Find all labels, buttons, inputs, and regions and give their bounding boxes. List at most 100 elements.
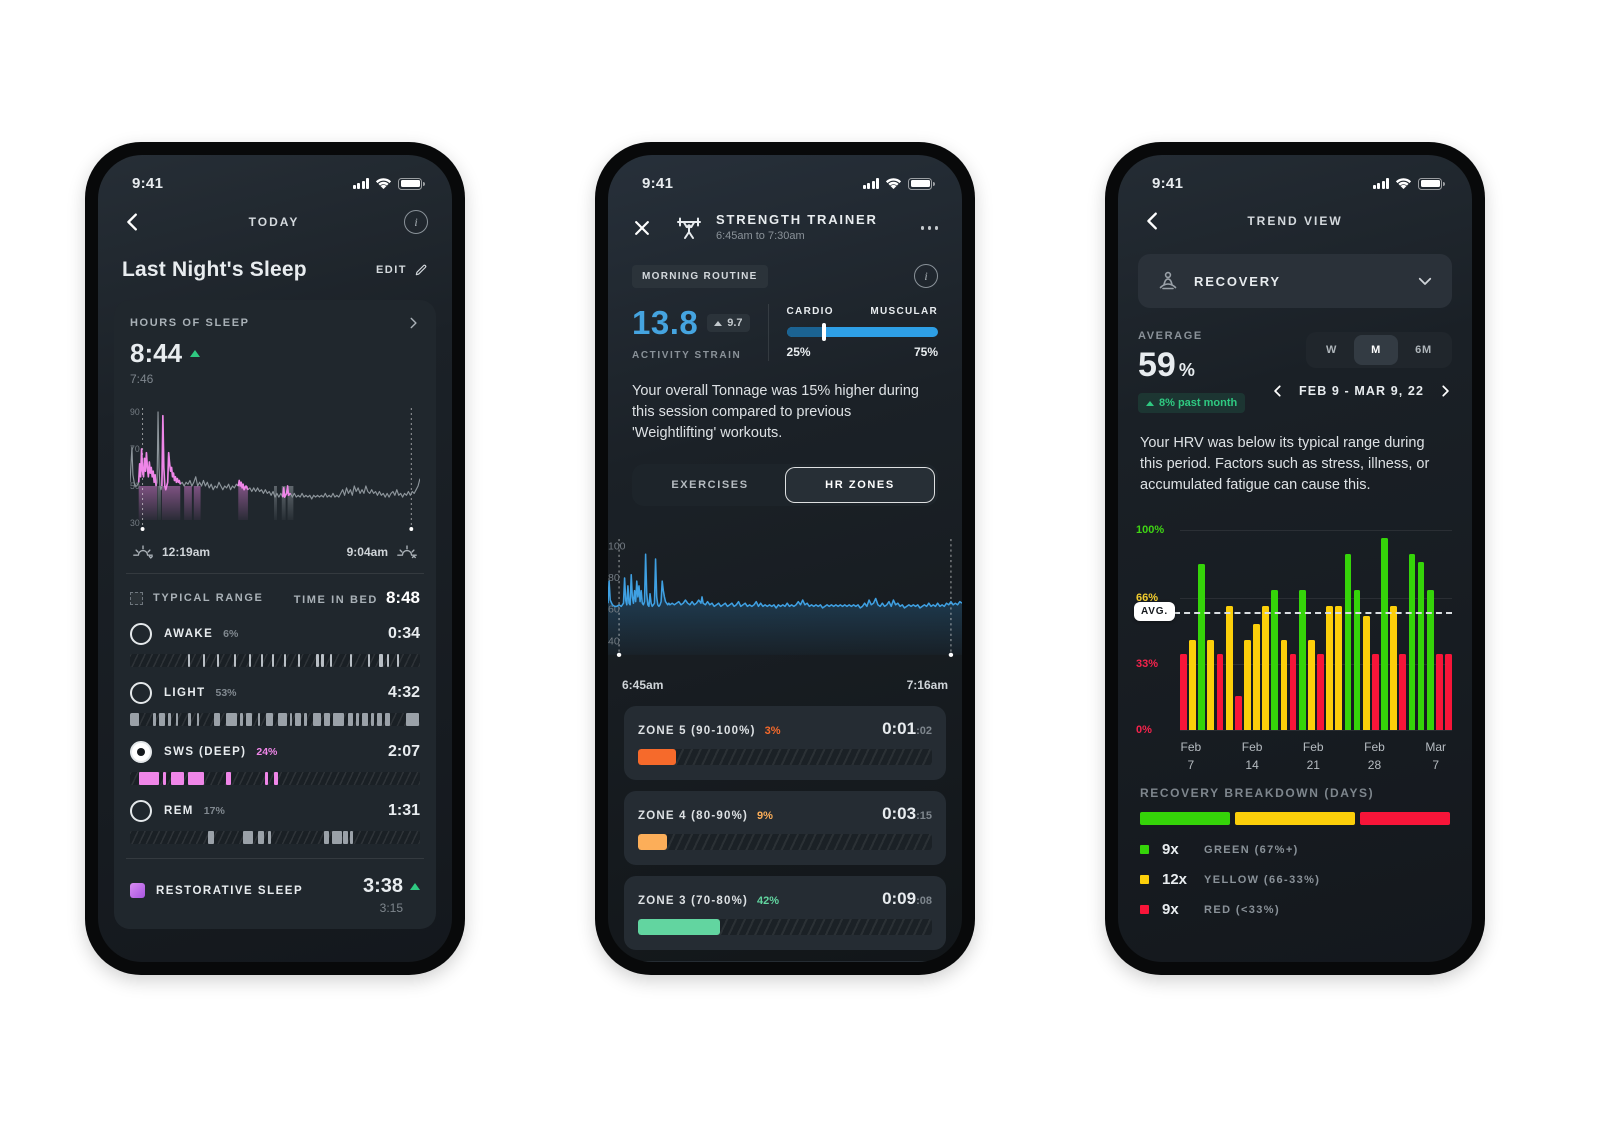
stage-segment — [214, 713, 220, 726]
prev-period-icon[interactable] — [1271, 384, 1285, 398]
recovery-bar[interactable] — [1317, 654, 1324, 731]
stage-segment — [298, 654, 301, 667]
recovery-bar[interactable] — [1253, 624, 1260, 731]
tab-hr-zones[interactable]: HR ZONES — [785, 467, 935, 504]
recovery-bar[interactable] — [1307, 640, 1315, 731]
legend-label: YELLOW (66-33%) — [1204, 873, 1321, 886]
hr-zone-card[interactable]: ZONE 4 (80-90%) 9% 0:03:15 — [624, 791, 946, 866]
legend-count: 9x — [1162, 841, 1179, 859]
close-icon[interactable] — [632, 218, 652, 238]
recovery-trend-chart[interactable]: AVG. 100% 66% 33% 0% Feb 7 Feb 14 Feb 21 Feb 28 Mar 7 — [1134, 518, 1454, 776]
recovery-bar[interactable] — [1353, 590, 1361, 731]
stage-segment — [321, 654, 324, 667]
recovery-bar[interactable] — [1408, 554, 1416, 731]
recovery-bar[interactable] — [1189, 640, 1196, 731]
svg-text:70: 70 — [130, 444, 140, 454]
weightlifter-icon — [677, 217, 701, 239]
recovery-bar[interactable] — [1207, 640, 1215, 731]
recovery-bar[interactable] — [1289, 654, 1297, 731]
recovery-bar[interactable] — [1225, 606, 1233, 731]
recovery-bar[interactable] — [1399, 654, 1407, 731]
info-icon[interactable]: i — [404, 210, 428, 234]
metric-dropdown[interactable]: RECOVERY — [1138, 254, 1452, 308]
recovery-bar[interactable] — [1326, 606, 1334, 731]
stage-segment — [277, 713, 287, 726]
time-in-bed-label: TIME IN BED — [293, 594, 378, 606]
recovery-bar[interactable] — [1234, 696, 1242, 731]
status-time: 9:41 — [132, 175, 164, 192]
page-title: Last Night's Sleep — [122, 258, 307, 281]
recovery-bar[interactable] — [1216, 654, 1224, 731]
stage-segment — [246, 713, 252, 726]
trend-plot-area: AVG. — [1134, 530, 1452, 732]
date-range-label: FEB 9 - MAR 9, 22 — [1299, 384, 1424, 398]
recovery-bar[interactable] — [1298, 590, 1306, 731]
hr-zone-card[interactable]: ZONE 3 (70-80%) 42% 0:09:08 — [624, 876, 946, 951]
more-menu-icon[interactable] — [920, 226, 938, 230]
recovery-bar[interactable] — [1390, 606, 1398, 731]
recovery-bar[interactable] — [1243, 640, 1251, 731]
hr-zone-card[interactable]: ZONE 5 (90-100%) 3% 0:01:02 — [624, 706, 946, 781]
recovery-bar[interactable] — [1344, 554, 1352, 731]
up-arrow-icon — [1146, 400, 1154, 406]
date-range-row: FEB 9 - MAR 9, 22 — [1271, 384, 1452, 398]
next-period-icon[interactable] — [1438, 384, 1452, 398]
recovery-bar[interactable] — [1435, 654, 1443, 731]
pencil-icon — [415, 264, 427, 276]
recovery-bar[interactable] — [1417, 562, 1425, 731]
stage-segment — [385, 713, 390, 726]
status-icons — [352, 177, 425, 190]
stage-name: LIGHT — [164, 687, 206, 699]
stage-radio[interactable] — [130, 800, 152, 822]
x-axis-label: Mar 7 — [1425, 738, 1446, 774]
slider-handle[interactable] — [822, 323, 827, 341]
back-icon[interactable] — [1142, 210, 1164, 232]
recovery-bar[interactable] — [1262, 606, 1270, 731]
chevron-right-icon[interactable] — [406, 316, 420, 330]
period-option-m[interactable]: M — [1354, 335, 1399, 365]
info-icon[interactable]: i — [914, 264, 938, 288]
zone-duration: 0:03:15 — [882, 804, 932, 824]
recovery-bar[interactable] — [1445, 654, 1452, 731]
stage-segment — [362, 713, 369, 726]
sleep-stages-list: AWAKE 6% 0:34 LIGHT 53% 4:32 SWS (DEEP) 24% 2:07… — [130, 623, 420, 844]
nav-title: TODAY — [248, 215, 300, 229]
recovery-bar[interactable] — [1362, 616, 1370, 731]
recovery-bar[interactable] — [1335, 606, 1343, 731]
back-icon[interactable] — [122, 211, 144, 233]
edit-button[interactable]: EDIT — [376, 263, 428, 277]
x-label-day: 21 — [1306, 758, 1320, 773]
recovery-bar[interactable] — [1426, 590, 1434, 731]
sleep-card: HOURS OF SLEEP 8:44 7:46 90 70 50 30 12:19a… — [114, 300, 436, 929]
recovery-bar[interactable] — [1198, 564, 1206, 731]
stage-segment — [330, 654, 333, 667]
stage-segment — [273, 772, 278, 785]
stage-segment — [188, 654, 191, 667]
recovery-bar[interactable] — [1180, 654, 1187, 731]
stage-segment — [350, 831, 353, 844]
svg-text:30: 30 — [130, 518, 140, 528]
period-option-w[interactable]: W — [1325, 344, 1338, 356]
zone-duration-sec: :15 — [916, 810, 932, 823]
stage-segment — [167, 713, 171, 726]
status-icons — [862, 177, 935, 190]
svg-text:40: 40 — [608, 637, 620, 648]
tab-exercises[interactable]: EXERCISES — [671, 479, 749, 492]
stage-radio[interactable] — [130, 623, 152, 645]
recovery-bar[interactable] — [1371, 654, 1379, 731]
stage-segment — [234, 654, 237, 667]
routine-badge[interactable]: MORNING ROUTINE — [632, 264, 768, 288]
workout-hr-chart[interactable]: 100 80 60 40 — [608, 520, 962, 678]
stage-segment — [159, 713, 166, 726]
period-option-6m[interactable]: 6M — [1415, 344, 1432, 356]
x-label-day: 7 — [1187, 758, 1195, 773]
stage-radio[interactable] — [130, 682, 152, 704]
stage-segment — [405, 713, 419, 726]
stage-radio[interactable] — [130, 741, 152, 763]
slider-track[interactable] — [786, 323, 938, 341]
recovery-bar[interactable] — [1280, 640, 1288, 731]
hr-zone-card[interactable]: ZONE 2 (60-70%)16%0:17:41 — [624, 961, 946, 962]
recovery-bar[interactable] — [1381, 538, 1388, 731]
recovery-bar[interactable] — [1271, 590, 1279, 731]
